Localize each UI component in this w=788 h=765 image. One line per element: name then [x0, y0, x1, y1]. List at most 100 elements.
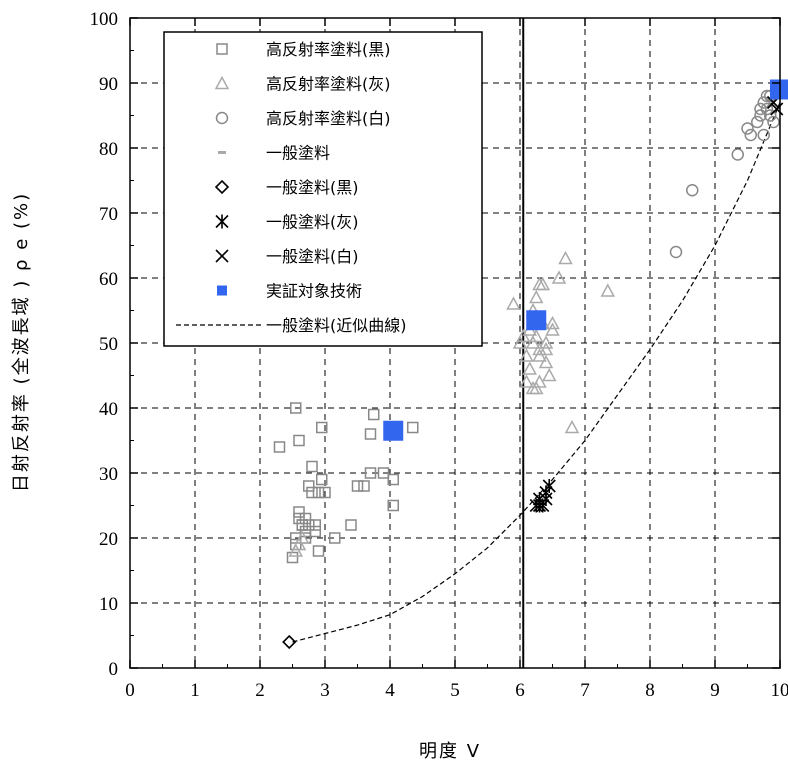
y-axis-label: 日射反射率 (全波長域 ) ρ e (%)	[11, 192, 32, 492]
point	[303, 519, 315, 531]
legend-label: 高反射率塗料(黒)	[266, 40, 391, 59]
point	[686, 184, 699, 197]
point	[751, 115, 764, 129]
series-asterisk	[529, 479, 556, 513]
point	[528, 289, 544, 304]
series-triangle	[288, 250, 616, 557]
curve-layer	[292, 102, 781, 643]
point	[741, 122, 754, 135]
point	[383, 420, 404, 441]
y-tick-label: 40	[99, 399, 118, 420]
point	[757, 128, 770, 142]
y-tick-label: 90	[99, 74, 118, 95]
point	[319, 486, 331, 499]
legend-entry: 一般塗料	[218, 144, 330, 163]
point	[377, 467, 390, 479]
point	[757, 96, 770, 109]
legend-entry: 高反射率塗料(黒)	[216, 40, 391, 59]
y-tick-label: 50	[99, 334, 118, 355]
point	[538, 354, 554, 369]
legend-label: 一般塗料(灰)	[266, 213, 359, 232]
legend-entry: 実証対象技術	[217, 282, 362, 301]
point	[291, 536, 307, 551]
legend-entry: 高反射率塗料(灰)	[214, 75, 391, 94]
point	[519, 374, 534, 388]
point	[387, 499, 399, 512]
point	[754, 102, 767, 116]
point	[329, 532, 341, 544]
point	[760, 102, 774, 116]
point	[293, 506, 305, 518]
legend-marker	[217, 285, 227, 296]
point	[303, 480, 315, 492]
point	[522, 361, 538, 375]
legend-marker	[216, 43, 228, 55]
point	[600, 283, 616, 297]
legend-label: 一般塗料(近似曲線)	[266, 316, 407, 335]
x-tick-label: 2	[255, 680, 265, 701]
y-tick-label: 100	[90, 9, 119, 30]
legend-label: 高反射率塗料(白)	[266, 109, 391, 128]
point	[526, 310, 547, 331]
point	[564, 419, 580, 434]
point	[519, 348, 534, 362]
point	[669, 245, 683, 259]
legend-label: 実証対象技術	[266, 282, 362, 301]
point	[525, 335, 541, 349]
legend-marker	[214, 179, 230, 195]
point	[538, 341, 554, 356]
point	[542, 479, 556, 493]
point	[364, 467, 377, 479]
series-target-technology	[383, 79, 788, 441]
y-tick-label: 80	[99, 139, 118, 160]
approximation-curve	[292, 102, 781, 643]
x-tick-label: 9	[710, 680, 720, 701]
x-tick-label: 6	[515, 680, 525, 701]
point	[296, 519, 308, 531]
point	[539, 492, 553, 506]
legend-marker	[215, 214, 229, 229]
point	[545, 322, 560, 336]
point	[312, 486, 325, 499]
legend-entry: 高反射率塗料(白)	[215, 109, 391, 128]
point	[358, 480, 370, 492]
point	[754, 109, 767, 122]
y-tick-label: 60	[99, 269, 118, 290]
point	[290, 402, 302, 414]
x-tick-label: 3	[320, 680, 330, 701]
point	[364, 428, 377, 440]
point	[296, 519, 308, 531]
x-tick-label: 10	[771, 680, 788, 701]
point	[316, 421, 328, 434]
point	[541, 367, 557, 382]
point	[532, 348, 547, 362]
point	[282, 634, 297, 650]
axis-ticks	[129, 17, 781, 669]
y-tick-label: 10	[99, 594, 118, 615]
point	[309, 519, 321, 531]
y-tick-label: 0	[109, 659, 119, 680]
point	[309, 525, 321, 538]
point	[528, 380, 544, 395]
point	[744, 128, 757, 142]
point	[767, 115, 780, 129]
legend-label: 一般塗料(白)	[266, 247, 359, 266]
point	[351, 480, 364, 492]
x-tick-label: 5	[450, 680, 460, 701]
y-tick-label: 70	[99, 204, 118, 225]
point	[558, 250, 573, 265]
legend-label: 一般塗料(黒)	[266, 178, 359, 197]
legend-label: 一般塗料	[266, 144, 330, 163]
x-tick-label: 4	[385, 680, 395, 701]
x-axis-label: 明度 V	[419, 741, 481, 762]
point	[299, 512, 312, 525]
point	[515, 328, 531, 343]
point	[306, 460, 318, 473]
point	[387, 473, 399, 486]
point	[545, 315, 560, 330]
point	[532, 276, 547, 291]
point	[407, 421, 419, 434]
x-tick-label: 1	[190, 680, 200, 701]
